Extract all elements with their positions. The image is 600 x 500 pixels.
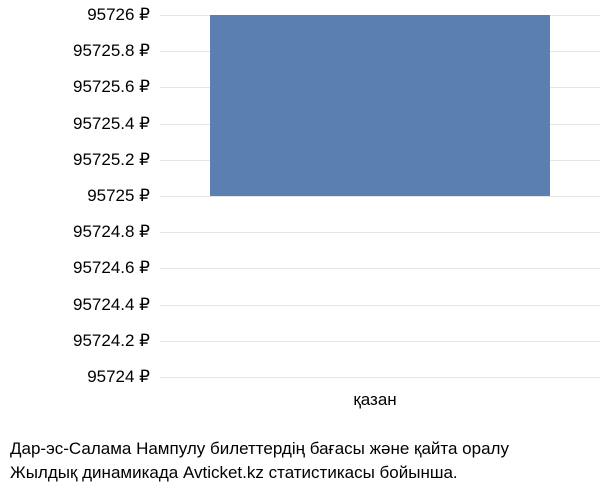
chart-bar: [210, 15, 550, 196]
plot-area: [160, 15, 600, 377]
y-tick-label: 95724.4 ₽: [73, 295, 150, 315]
gridline: [160, 377, 600, 378]
y-tick-label: 95724.8 ₽: [73, 222, 150, 242]
caption-line-2: Жылдық динамикада Avticket.kz статистика…: [10, 461, 590, 485]
y-tick-label: 95725.2 ₽: [73, 150, 150, 170]
y-tick-label: 95725 ₽: [87, 186, 150, 206]
caption-line-1: Дар-эс-Салама Нампулу билеттердің бағасы…: [10, 437, 590, 461]
y-tick-label: 95725.8 ₽: [73, 41, 150, 61]
y-tick-label: 95725.4 ₽: [73, 114, 150, 134]
gridline: [160, 268, 600, 269]
y-tick-label: 95726 ₽: [87, 5, 150, 25]
gridline: [160, 305, 600, 306]
y-tick-label: 95724 ₽: [87, 367, 150, 387]
chart-caption: Дар-эс-Салама Нампулу билеттердің бағасы…: [0, 437, 600, 485]
y-axis: 95726 ₽ 95725.8 ₽ 95725.6 ₽ 95725.4 ₽ 95725.…: [0, 0, 160, 380]
y-tick-label: 95724.6 ₽: [73, 258, 150, 278]
x-axis-label: қазан: [310, 390, 440, 410]
price-chart: 95726 ₽ 95725.8 ₽ 95725.6 ₽ 95725.4 ₽ 95725.…: [0, 0, 600, 420]
gridline: [160, 232, 600, 233]
gridline: [160, 341, 600, 342]
y-tick-label: 95724.2 ₽: [73, 331, 150, 351]
gridline: [160, 196, 600, 197]
y-tick-label: 95725.6 ₽: [73, 77, 150, 97]
